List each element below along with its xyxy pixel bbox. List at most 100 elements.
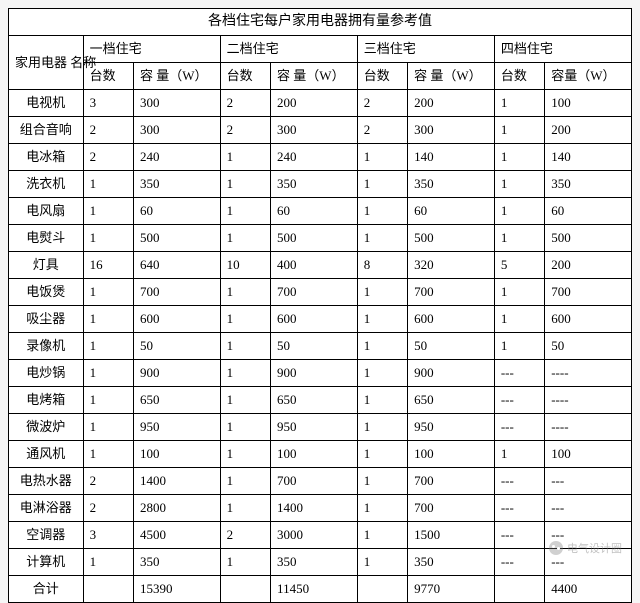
cell-count: 16: [83, 252, 133, 279]
cell-capacity: 60: [133, 198, 220, 225]
cell-count: 1: [357, 549, 407, 576]
subheader-cap-4: 容量（W）: [545, 63, 632, 90]
cell-capacity: ---: [545, 468, 632, 495]
table-row: 电淋浴器22800114001700------: [9, 495, 632, 522]
table-row: 电风扇160160160160: [9, 198, 632, 225]
footer-empty: [494, 576, 544, 603]
cell-count: 3: [83, 522, 133, 549]
cell-count: 2: [357, 90, 407, 117]
cell-count: 1: [494, 279, 544, 306]
cell-count: 1: [220, 441, 270, 468]
cell-count: 1: [357, 387, 407, 414]
cell-count: 1: [83, 414, 133, 441]
cell-capacity: 200: [271, 90, 358, 117]
cell-capacity: 900: [408, 360, 495, 387]
cell-capacity: 50: [133, 333, 220, 360]
table-row: 空调器345002300011500------: [9, 522, 632, 549]
cell-count: 1: [220, 468, 270, 495]
cell-capacity: 700: [271, 279, 358, 306]
cell-capacity: 50: [408, 333, 495, 360]
cell-capacity: 650: [133, 387, 220, 414]
appliance-name: 空调器: [9, 522, 84, 549]
appliance-table-container: 各档住宅每户家用电器拥有量参考值 家用电器 名称 一档住宅 二档住宅 三档住宅 …: [8, 8, 632, 603]
table-row: 电热水器2140017001700------: [9, 468, 632, 495]
cell-capacity: 400: [271, 252, 358, 279]
cell-count: 1: [220, 198, 270, 225]
table-row: 电冰箱2240124011401140: [9, 144, 632, 171]
cell-capacity: 500: [408, 225, 495, 252]
cell-capacity: 50: [545, 333, 632, 360]
appliance-name: 电烤箱: [9, 387, 84, 414]
cell-capacity: 900: [133, 360, 220, 387]
cell-count: 1: [83, 279, 133, 306]
cell-count: 2: [83, 495, 133, 522]
cell-count: 1: [357, 495, 407, 522]
cell-count: 1: [83, 441, 133, 468]
cell-capacity: 600: [545, 306, 632, 333]
table-row: 电视机3300220022001100: [9, 90, 632, 117]
cell-capacity: 600: [133, 306, 220, 333]
cell-count: 1: [220, 549, 270, 576]
cell-count: 3: [83, 90, 133, 117]
subheader-count-2: 台数: [220, 63, 270, 90]
cell-capacity: 100: [408, 441, 495, 468]
table-row: 组合音响2300230023001200: [9, 117, 632, 144]
cell-capacity: 350: [271, 549, 358, 576]
cell-capacity: 200: [545, 252, 632, 279]
cell-capacity: 650: [408, 387, 495, 414]
cell-count: 1: [220, 225, 270, 252]
appliance-name: 录像机: [9, 333, 84, 360]
cell-count: ---: [494, 495, 544, 522]
cell-capacity: 640: [133, 252, 220, 279]
cell-count: 5: [494, 252, 544, 279]
cell-capacity: 700: [271, 468, 358, 495]
cell-capacity: 100: [545, 441, 632, 468]
appliance-name: 组合音响: [9, 117, 84, 144]
header-tier-3: 三档住宅: [357, 36, 494, 63]
cell-count: 1: [494, 333, 544, 360]
cell-capacity: 2800: [133, 495, 220, 522]
cell-count: 1: [220, 333, 270, 360]
cell-capacity: 300: [408, 117, 495, 144]
cell-capacity: ---: [545, 549, 632, 576]
cell-capacity: 600: [271, 306, 358, 333]
cell-capacity: 350: [133, 171, 220, 198]
cell-capacity: 1500: [408, 522, 495, 549]
cell-count: ---: [494, 468, 544, 495]
cell-capacity: 950: [133, 414, 220, 441]
cell-capacity: 950: [271, 414, 358, 441]
appliance-name: 灯具: [9, 252, 84, 279]
cell-capacity: 300: [133, 90, 220, 117]
cell-capacity: 60: [408, 198, 495, 225]
cell-count: 1: [357, 522, 407, 549]
header-tier-2: 二档住宅: [220, 36, 357, 63]
cell-capacity: 140: [408, 144, 495, 171]
cell-count: 1: [83, 171, 133, 198]
appliance-name: 电淋浴器: [9, 495, 84, 522]
cell-count: 8: [357, 252, 407, 279]
table-row: 电饭煲1700170017001700: [9, 279, 632, 306]
cell-capacity: 300: [271, 117, 358, 144]
appliance-name: 电风扇: [9, 198, 84, 225]
cell-count: 1: [220, 306, 270, 333]
cell-capacity: ---: [545, 495, 632, 522]
cell-capacity: 240: [133, 144, 220, 171]
table-row: 吸尘器1600160016001600: [9, 306, 632, 333]
cell-count: 1: [494, 225, 544, 252]
appliance-name: 电熨斗: [9, 225, 84, 252]
cell-capacity: 350: [545, 171, 632, 198]
appliance-name: 电冰箱: [9, 144, 84, 171]
appliance-name: 电饭煲: [9, 279, 84, 306]
cell-capacity: 100: [133, 441, 220, 468]
cell-count: 1: [220, 171, 270, 198]
header-name: 家用电器 名称: [9, 36, 84, 90]
cell-capacity: 100: [545, 90, 632, 117]
table-row: 通风机1100110011001100: [9, 441, 632, 468]
cell-capacity: 500: [271, 225, 358, 252]
cell-count: 1: [220, 387, 270, 414]
footer-total-2: 11450: [271, 576, 358, 603]
header-tier-1: 一档住宅: [83, 36, 220, 63]
cell-count: 1: [494, 171, 544, 198]
appliance-name: 洗衣机: [9, 171, 84, 198]
footer-label: 合计: [9, 576, 84, 603]
